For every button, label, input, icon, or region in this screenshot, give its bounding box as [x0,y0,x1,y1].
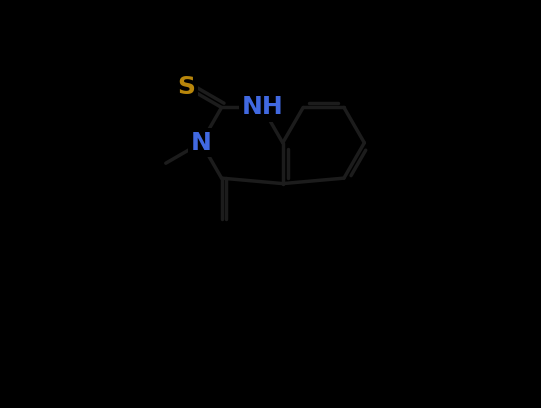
Text: NH: NH [241,95,283,120]
Text: S: S [177,75,195,99]
Text: N: N [190,131,212,155]
